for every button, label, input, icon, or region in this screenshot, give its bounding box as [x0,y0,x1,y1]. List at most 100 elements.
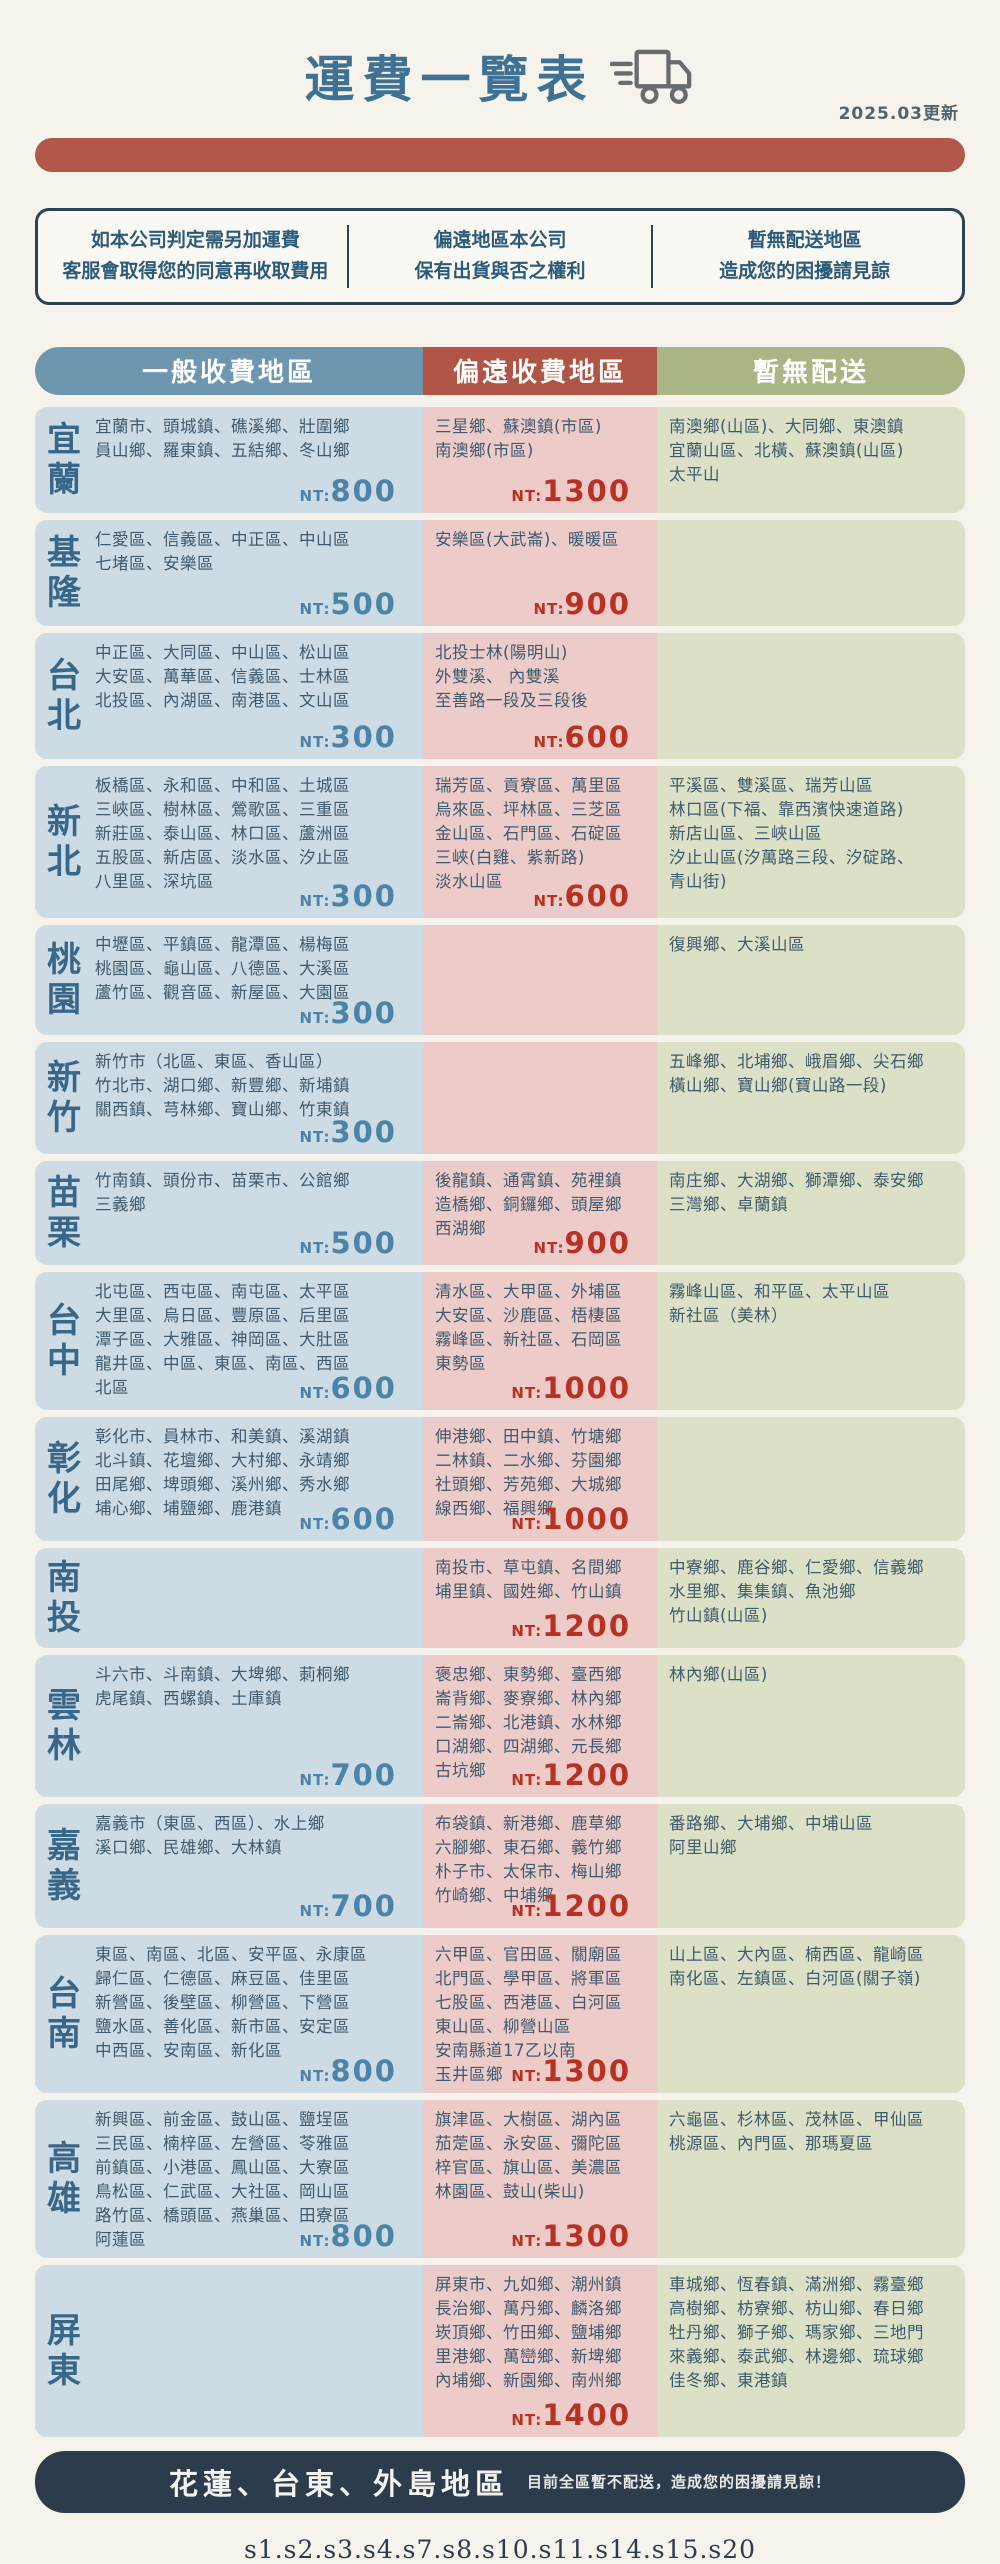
area-lines-remote: 布袋鎮、新港鄉、鹿草鄉 六腳鄉、東石鄉、義竹鄉 朴子市、太保市、梅山鄉 竹崎鄉、中埔鄉 [435,1812,645,1908]
notice-line: 客服會取得您的同意再收取費用 [62,260,329,283]
row-label-column: 苗栗 [35,1161,93,1265]
area-line: 龍井區、中區、東區、南區、西區 [95,1353,350,1373]
area-line: 宜蘭山區、北橫、蘇澳鎮(山區) [669,440,904,460]
price-general: NT:800 [299,2218,397,2253]
delivery-truck-icon [609,49,691,104]
price-general: NT:300 [299,995,397,1030]
row-label-column: 台北 [35,633,93,759]
area-line: 竹山鎮(山區) [669,1605,768,1625]
area-line: 山上區、大內區、楠西區、龍崎區 [669,1944,924,1964]
price-general: NT:300 [299,1114,397,1149]
area-line: 潭子區、大雅區、神岡區、大肚區 [95,1329,350,1349]
area-line: 嘉義市（東區、西區）、水上鄉 [95,1813,325,1833]
row-label-column: 台南 [35,1935,93,2093]
area-lines-remote: 六甲區、官田區、關廟區 北門區、學甲區、將軍區 七股區、西港區、白河區 東山區、柳營山… [435,1943,645,2087]
row-label-column: 桃園 [35,925,93,1035]
cell-no-delivery: 中寮鄉、鹿谷鄉、仁愛鄉、信義鄉 水里鄉、集集鎮、魚池鄉 竹山鎮(山區) [657,1547,965,1648]
area-lines-no-delivery: 五峰鄉、北埔鄉、峨眉鄉、尖石鄉 橫山鄉、寶山鄉(寶山路一段) [669,1050,953,1098]
row-label: 南投 [47,1557,81,1638]
cell-remote: 布袋鎮、新港鄉、鹿草鄉 六腳鄉、東石鄉、義竹鄉 朴子市、太保市、梅山鄉 竹崎鄉、中埔鄉… [423,1803,657,1928]
area-lines-no-delivery: 中寮鄉、鹿谷鄉、仁愛鄉、信義鄉 水里鄉、集集鎮、魚池鄉 竹山鎮(山區) [669,1556,953,1628]
area-line: 六腳鄉、東石鄉、義竹鄉 [435,1837,622,1857]
row-label: 台中 [47,1300,81,1381]
area-lines-remote: 褒忠鄉、東勢鄉、臺西鄉 崙背鄉、麥寮鄉、林內鄉 二崙鄉、北港鎮、水林鄉 口湖鄉、四湖鄉… [435,1663,645,1783]
price-remote: NT:1000 [511,1370,631,1405]
table-row: 新北 板橋區、永和區、中和區、土城區 三峽區、樹林區、鶯歌區、三重區 新莊區、泰山區… [35,765,965,918]
area-line: 淡水山區 [435,871,503,891]
area-line: 中壢區、平鎮區、龍潭區、楊梅區 [95,934,350,954]
cell-no-delivery: 五峰鄉、北埔鄉、峨眉鄉、尖石鄉 橫山鄉、寶山鄉(寶山路一段) [657,1041,965,1154]
area-line: 鹽水區、善化區、新市區、安定區 [95,2016,350,2036]
area-lines-remote: 清水區、大甲區、外埔區 大安區、沙鹿區、梧棲區 霧峰區、新社區、石岡區 東勢區 [435,1280,645,1376]
area-lines-general: 斗六市、斗南鎮、大埤鄉、莿桐鄉 虎尾鎮、西螺鎮、土庫鎮 [95,1663,413,1711]
area-line: 新莊區、泰山區、林口區、蘆洲區 [95,823,350,843]
area-line: 太平山 [669,464,720,484]
area-line: 外雙溪、 內雙溪 [435,666,560,686]
notice-remote-right: 偏遠地區本公司 保有出貨與否之權利 [346,225,652,288]
price-general: NT:700 [299,1888,397,1923]
area-line: 虎尾鎮、西螺鎮、土庫鎮 [95,1688,282,1708]
row-label-column: 彰化 [35,1417,93,1541]
cell-general: 高雄 新興區、前金區、鼓山區、鹽埕區 三民區、楠梓區、左營區、苓雅區 前鎮區、小港區… [35,2099,423,2258]
notice-no-delivery: 暫無配送地區 造成您的困擾請見諒 [651,225,956,288]
area-line: 仁愛區、信義區、中正區、中山區 [95,529,350,549]
cell-no-delivery [657,1416,965,1541]
area-line: 三灣鄉、卓蘭鎮 [669,1194,788,1214]
area-line: 佳冬鄉、東港鎮 [669,2370,788,2390]
area-line: 中正區、大同區、中山區、松山區 [95,642,350,662]
area-line: 里港鄉、萬巒鄉、新埤鄉 [435,2346,622,2366]
price-remote: NT:600 [533,719,631,754]
area-line: 東山區、柳營山區 [435,2016,571,2036]
cell-general: 台北 中正區、大同區、中山區、松山區 大安區、萬華區、信義區、士林區 北投區、內湖區… [35,632,423,759]
cell-no-delivery [657,519,965,626]
area-line: 新店山區、三峽山區 [669,823,822,843]
area-line: 平溪區、雙溪區、瑞芳山區 [669,775,873,795]
price-general: NT:300 [299,878,397,913]
price-general: NT:300 [299,719,397,754]
area-line: 北區 [95,1377,129,1397]
table-row: 宜蘭 宜蘭市、頭城鎮、礁溪鄉、壯圍鄉 員山鄉、羅東鎮、五結鄉、冬山鄉 NT:800… [35,406,965,513]
area-line: 西湖鄉 [435,1218,486,1238]
area-line: 二林鎮、二水鄉、芬園鄉 [435,1450,622,1470]
area-lines-no-delivery: 平溪區、雙溪區、瑞芳山區林口區(下福、靠西濱快速道路) 新店山區、三峽山區汐止山區… [669,774,953,894]
area-line: 朴子市、太保市、梅山鄉 [435,1861,622,1881]
cell-remote: 北投士林(陽明山) 外雙溪、 內雙溪 至善路一段及三段後 NT:600 [423,632,657,759]
price-remote: NT:1000 [511,1501,631,1536]
area-line: 六龜區、杉林區、茂林區、甲仙區 [669,2109,924,2129]
area-lines-remote: 旗津區、大樹區、湖內區 茄萣區、永安區、彌陀區 梓官區、旗山區、美濃區 林園區、鼓山(… [435,2108,645,2204]
area-line: 林口區(下福、靠西濱快速道路) [669,799,904,819]
area-line: 汐止山區(汐萬路三段、汐碇路、 [669,847,914,867]
cell-remote: 安樂區(大武崙)、暖暖區 NT:900 [423,519,657,626]
area-lines-remote: 伸港鄉、田中鎮、竹塘鄉 二林鎮、二水鄉、芬園鄉 社頭鄉、芳苑鄉、大城鄉 線西鄉、福興鄉 [435,1425,645,1521]
area-line: 彰化市、員林市、和美鎮、溪湖鎮 [95,1426,350,1446]
cell-no-delivery: 番路鄉、大埔鄉、中埔山區 阿里山鄉 [657,1803,965,1928]
area-line: 古坑鄉 [435,1760,486,1780]
area-lines-general: 新竹市（北區、東區、香山區） 竹北市、湖口鄉、新豐鄉、新埔鎮 關西鎮、芎林鄉、寶山鄉… [95,1050,413,1122]
cell-remote: 伸港鄉、田中鎮、竹塘鄉 二林鎮、二水鄉、芬園鄉 社頭鄉、芳苑鄉、大城鄉 線西鄉、福興鄉… [423,1416,657,1541]
price-remote: NT:1300 [511,473,631,508]
area-lines-no-delivery: 山上區、大內區、楠西區、龍崎區 南化區、左鎮區、白河區(關子嶺) [669,1943,953,1991]
cell-no-delivery: 霧峰山區、和平區、太平山區 新社區（美林） [657,1271,965,1410]
area-line: 三星鄉、蘇澳鎮(市區) [435,416,602,436]
row-label-column: 雲林 [35,1655,93,1797]
area-line: 屏東市、九如鄉、潮州鎮 [435,2274,622,2294]
cell-general: 新竹 新竹市（北區、東區、香山區） 竹北市、湖口鄉、新豐鄉、新埔鎮 關西鎮、芎林鄉、… [35,1041,423,1154]
area-line: 北門區、學甲區、將軍區 [435,1968,622,1988]
area-line: 後龍鎮、通霄鎮、苑裡鎮 [435,1170,622,1190]
row-label: 高雄 [47,2138,81,2219]
table-row: 彰化 彰化市、員林市、和美鎮、溪湖鎮 北斗鎮、花壇鄉、大村鄉、永靖鄉 田尾鄉、埤頭鄉… [35,1416,965,1541]
area-line: 清水區、大甲區、外埔區 [435,1281,622,1301]
area-lines-remote: 安樂區(大武崙)、暖暖區 [435,528,645,552]
area-line: 埔心鄉、埔鹽鄉、鹿港鎮 [95,1498,282,1518]
area-lines-remote: 後龍鎮、通霄鎮、苑裡鎮 造橋鄉、銅鑼鄉、頭屋鄉 西湖鄉 [435,1169,645,1241]
area-line: 茄萣區、永安區、彌陀區 [435,2133,622,2153]
area-lines-general: 宜蘭市、頭城鎮、礁溪鄉、壯圍鄉 員山鄉、羅東鎮、五結鄉、冬山鄉 [95,415,413,463]
cell-general: 屏東 [35,2264,423,2437]
area-line: 路竹區、橋頭區、燕巢區、田寮區 [95,2205,350,2225]
area-lines-remote: 瑞芳區、貢寮區、萬里區 烏來區、坪林區、三芝區 金山區、石門區、石碇區 三峽(白雞、紫… [435,774,645,894]
area-line: 大安區、萬華區、信義區、士林區 [95,666,350,686]
area-line: 霧峰區、新社區、石岡區 [435,1329,622,1349]
area-line: 埔里鎮、國姓鄉、竹山鎮 [435,1581,622,1601]
area-line: 大里區、烏日區、豐原區、后里區 [95,1305,350,1325]
cell-remote: 瑞芳區、貢寮區、萬里區 烏來區、坪林區、三芝區 金山區、石門區、石碇區 三峽(白雞、紫… [423,765,657,918]
